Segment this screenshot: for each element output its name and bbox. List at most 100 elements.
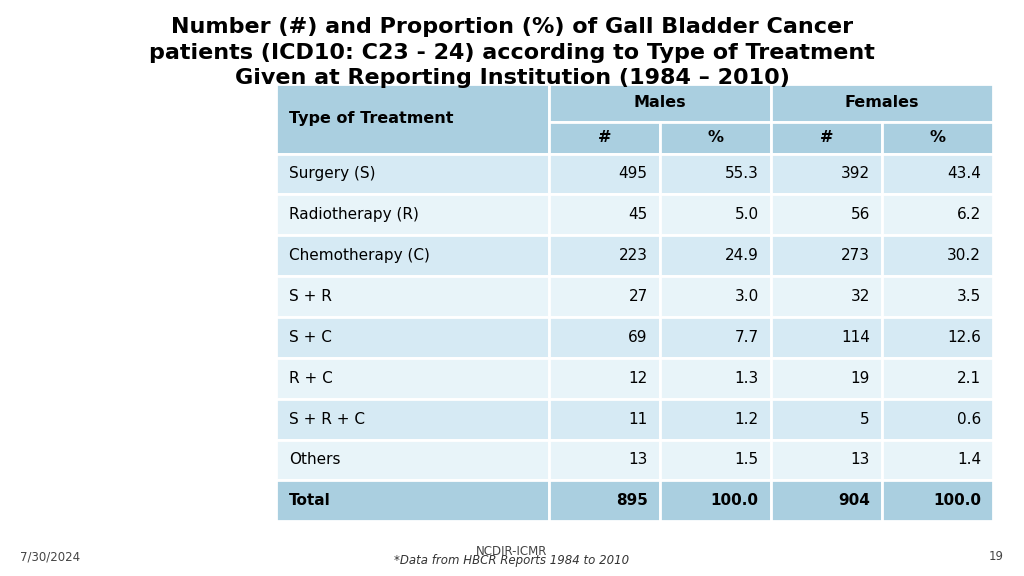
Bar <box>549 439 660 480</box>
Text: 3.0: 3.0 <box>734 289 759 304</box>
Text: #: # <box>598 130 611 145</box>
Bar <box>660 195 771 235</box>
Text: 1.4: 1.4 <box>956 453 981 468</box>
Text: 19: 19 <box>988 550 1004 563</box>
Text: 895: 895 <box>615 494 648 509</box>
Bar <box>660 276 771 317</box>
Text: Number (#) and Proportion (%) of Gall Bladder Cancer
patients (ICD10: C23 - 24) : Number (#) and Proportion (%) of Gall Bl… <box>150 17 874 89</box>
Text: Others: Others <box>289 453 340 468</box>
Text: 223: 223 <box>618 248 648 263</box>
Bar <box>771 84 993 122</box>
Bar <box>660 480 771 521</box>
Text: 13: 13 <box>629 453 648 468</box>
Bar <box>276 439 549 480</box>
Bar <box>660 235 771 276</box>
Text: 43.4: 43.4 <box>947 166 981 181</box>
Bar <box>771 122 883 154</box>
Text: 7/30/2024: 7/30/2024 <box>20 550 81 563</box>
Text: 2.1: 2.1 <box>956 371 981 386</box>
Text: 273: 273 <box>841 248 870 263</box>
Text: 1.3: 1.3 <box>734 371 759 386</box>
Bar <box>883 358 993 399</box>
Text: S + R: S + R <box>289 289 332 304</box>
Bar <box>549 195 660 235</box>
Text: 5: 5 <box>860 412 870 427</box>
Bar <box>276 84 549 154</box>
Text: 27: 27 <box>629 289 648 304</box>
Text: Males: Males <box>634 95 686 110</box>
Bar <box>771 399 883 439</box>
Text: 12.6: 12.6 <box>947 330 981 345</box>
Bar <box>549 480 660 521</box>
Text: 7.7: 7.7 <box>734 330 759 345</box>
Bar <box>660 358 771 399</box>
Bar <box>276 480 549 521</box>
Bar <box>660 439 771 480</box>
Text: Chemotherapy (C): Chemotherapy (C) <box>289 248 430 263</box>
Bar <box>660 317 771 358</box>
Text: S + C: S + C <box>289 330 332 345</box>
Text: 100.0: 100.0 <box>711 494 759 509</box>
Text: 45: 45 <box>629 207 648 222</box>
Bar <box>883 439 993 480</box>
Bar <box>771 317 883 358</box>
Bar <box>549 235 660 276</box>
Bar <box>276 399 549 439</box>
Text: 12: 12 <box>629 371 648 386</box>
Bar <box>276 195 549 235</box>
Bar <box>771 276 883 317</box>
Bar <box>276 317 549 358</box>
Text: 100.0: 100.0 <box>933 494 981 509</box>
Bar <box>771 154 883 195</box>
Text: 0.6: 0.6 <box>956 412 981 427</box>
Bar <box>883 399 993 439</box>
Text: 392: 392 <box>841 166 870 181</box>
Text: NCDIR-ICMR: NCDIR-ICMR <box>476 544 548 558</box>
Text: Surgery (S): Surgery (S) <box>289 166 375 181</box>
Text: 1.5: 1.5 <box>734 453 759 468</box>
Bar <box>549 122 660 154</box>
Bar <box>660 399 771 439</box>
Bar <box>549 358 660 399</box>
Bar <box>276 358 549 399</box>
Bar <box>549 154 660 195</box>
Text: 5.0: 5.0 <box>734 207 759 222</box>
Text: 11: 11 <box>629 412 648 427</box>
Bar <box>549 84 771 122</box>
Bar <box>883 154 993 195</box>
Text: Total: Total <box>289 494 331 509</box>
Text: 32: 32 <box>851 289 870 304</box>
Bar <box>883 480 993 521</box>
Text: R + C: R + C <box>289 371 333 386</box>
Text: 3.5: 3.5 <box>956 289 981 304</box>
Bar <box>771 358 883 399</box>
Text: Females: Females <box>845 95 920 110</box>
Bar <box>549 317 660 358</box>
Text: 13: 13 <box>851 453 870 468</box>
Bar <box>883 276 993 317</box>
Bar <box>771 195 883 235</box>
Text: 55.3: 55.3 <box>725 166 759 181</box>
Bar <box>660 154 771 195</box>
Bar <box>660 122 771 154</box>
Text: 1.2: 1.2 <box>734 412 759 427</box>
Text: 495: 495 <box>618 166 648 181</box>
Bar <box>276 235 549 276</box>
Bar <box>771 439 883 480</box>
Text: 69: 69 <box>628 330 648 345</box>
Bar <box>276 154 549 195</box>
Text: 904: 904 <box>838 494 870 509</box>
Bar <box>883 235 993 276</box>
Bar <box>276 276 549 317</box>
Bar <box>883 195 993 235</box>
Bar <box>549 399 660 439</box>
Text: 30.2: 30.2 <box>947 248 981 263</box>
Text: %: % <box>708 130 724 145</box>
Bar <box>771 480 883 521</box>
Text: 114: 114 <box>841 330 870 345</box>
Text: Radiotherapy (R): Radiotherapy (R) <box>289 207 419 222</box>
Bar <box>883 317 993 358</box>
Text: S + R + C: S + R + C <box>289 412 365 427</box>
Bar <box>771 235 883 276</box>
Text: 56: 56 <box>851 207 870 222</box>
